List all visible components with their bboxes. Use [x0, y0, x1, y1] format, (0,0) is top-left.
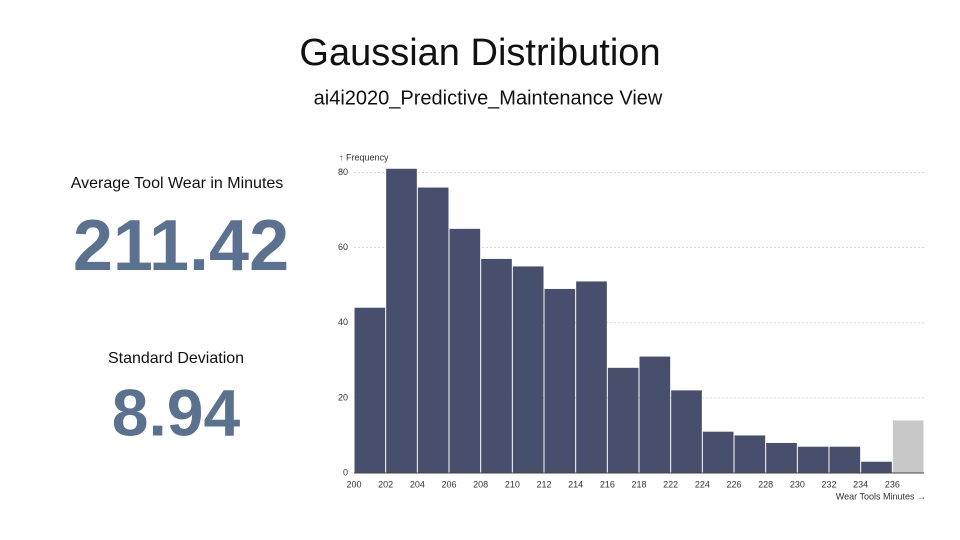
bar: [481, 258, 512, 473]
y-tick-label: 20: [338, 392, 348, 402]
bar: [766, 442, 797, 473]
bar: [607, 367, 639, 473]
y-tick-label: 40: [338, 317, 348, 327]
y-tick-label: 60: [338, 242, 348, 252]
y-axis-label: ↑ Frequency: [339, 152, 389, 162]
x-tick-label: 216: [600, 479, 615, 489]
x-axis-label: Wear Tools Minutes →: [836, 491, 926, 501]
bar: [576, 281, 607, 473]
x-tick-label: 206: [441, 479, 456, 489]
bar: [417, 187, 449, 473]
x-tick-label: 224: [695, 479, 710, 489]
x-tick-label: 226: [726, 479, 741, 489]
bar: [797, 446, 829, 473]
x-tick-label: 236: [885, 479, 900, 489]
x-tick-label: 208: [473, 479, 488, 489]
bar: [861, 461, 892, 473]
x-tick-label: 232: [821, 479, 836, 489]
bar: [829, 446, 861, 473]
bar: [639, 356, 671, 473]
x-tick-label: 204: [410, 479, 425, 489]
bar: [892, 420, 924, 473]
x-tick-label: 202: [378, 479, 393, 489]
x-tick-label: 218: [631, 479, 646, 489]
kpi-label: Standard Deviation: [108, 350, 244, 367]
kpi-value: 211.42: [73, 206, 289, 286]
x-tick-label: 212: [536, 479, 551, 489]
kpi-label: Average Tool Wear in Minutes: [71, 175, 284, 192]
bar: [449, 228, 481, 473]
subtitle: ai4i2020_Predictive_Maintenance View: [314, 87, 663, 109]
bar: [671, 390, 702, 473]
bar: [354, 307, 386, 473]
y-tick-label: 0: [343, 467, 348, 477]
bar: [544, 288, 576, 473]
kpi-value: 8.94: [112, 375, 241, 449]
x-tick-label: 200: [346, 479, 361, 489]
bar: [734, 435, 766, 473]
y-tick-label: 80: [338, 167, 348, 177]
x-tick-label: 222: [663, 479, 678, 489]
x-tick-label: 230: [790, 479, 805, 489]
bar: [512, 266, 544, 473]
x-tick-label: 234: [853, 479, 868, 489]
x-tick-label: 210: [505, 479, 520, 489]
bar: [386, 168, 417, 473]
title: Gaussian Distribution: [299, 32, 660, 74]
x-tick-label: 214: [568, 479, 583, 489]
x-tick-label: 228: [758, 479, 773, 489]
bar: [702, 431, 734, 473]
